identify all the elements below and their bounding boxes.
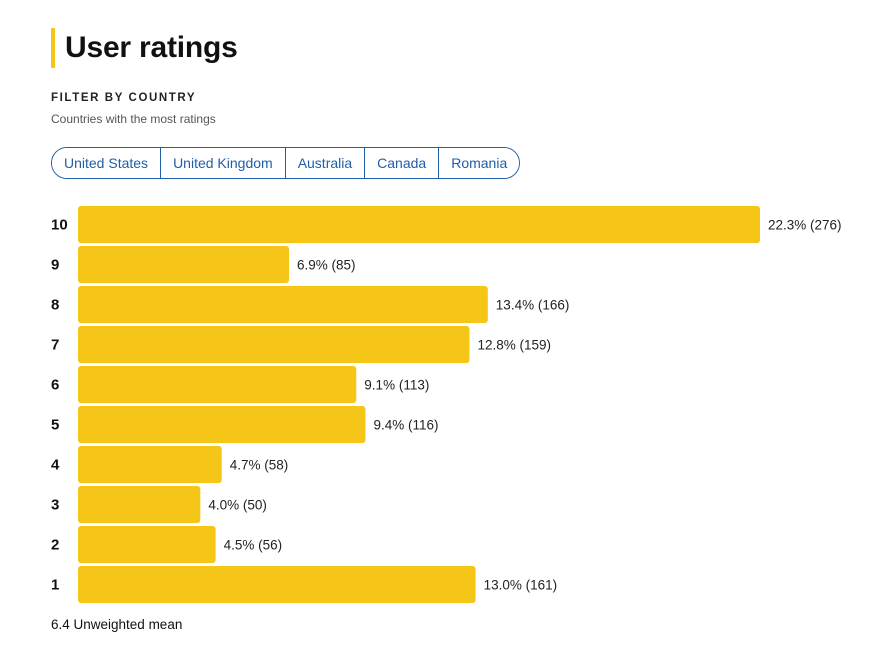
country-filter-group: United States United Kingdom Australia C…	[51, 147, 521, 179]
rating-label-9: 9	[51, 257, 59, 274]
rating-value-label-6: 9.1% (113)	[364, 378, 429, 393]
rating-bar-5	[78, 406, 366, 443]
page-title: User ratings	[65, 31, 238, 64]
rating-label-1: 1	[51, 577, 59, 594]
rating-value-label-1: 13.0% (161)	[484, 578, 558, 593]
unweighted-mean: 6.4 Unweighted mean	[51, 617, 183, 632]
country-chip-united-states[interactable]: United States	[52, 148, 162, 178]
rating-value-label-3: 4.0% (50)	[208, 498, 267, 513]
rating-label-8: 8	[51, 297, 59, 314]
rating-bar-7	[78, 326, 470, 363]
rating-label-3: 3	[51, 497, 59, 514]
country-chip-canada[interactable]: Canada	[365, 148, 440, 178]
rating-bar-4	[78, 446, 222, 483]
rating-value-label-10: 22.3% (276)	[768, 218, 842, 233]
rating-label-5: 5	[51, 417, 59, 434]
country-chip-romania[interactable]: Romania	[439, 148, 520, 178]
title-accent-bar	[51, 28, 55, 68]
filter-label: FILTER BY COUNTRY	[51, 92, 197, 104]
rating-label-10: 10	[51, 217, 68, 234]
page-header: User ratings	[51, 28, 238, 68]
rating-value-label-5: 9.4% (116)	[373, 418, 438, 433]
rating-value-label-9: 6.9% (85)	[297, 258, 356, 273]
rating-label-7: 7	[51, 337, 59, 354]
rating-bar-6	[78, 366, 357, 403]
rating-bar-2	[78, 526, 216, 563]
rating-label-4: 4	[51, 457, 60, 474]
country-chip-united-kingdom[interactable]: United Kingdom	[161, 148, 286, 178]
rating-value-label-4: 4.7% (58)	[230, 458, 289, 473]
rating-bar-3	[78, 486, 201, 523]
rating-value-label-2: 4.5% (56)	[224, 538, 283, 553]
rating-value-label-7: 12.8% (159)	[477, 338, 551, 353]
rating-bar-1	[78, 566, 476, 603]
rating-bar-10	[78, 206, 760, 243]
country-chip-australia[interactable]: Australia	[285, 148, 366, 178]
filter-subtitle: Countries with the most ratings	[51, 112, 216, 126]
rating-label-2: 2	[51, 537, 59, 554]
rating-label-6: 6	[51, 377, 59, 394]
rating-value-label-8: 13.4% (166)	[496, 298, 570, 313]
rating-bar-9	[78, 246, 290, 283]
rating-bar-8	[78, 286, 488, 323]
